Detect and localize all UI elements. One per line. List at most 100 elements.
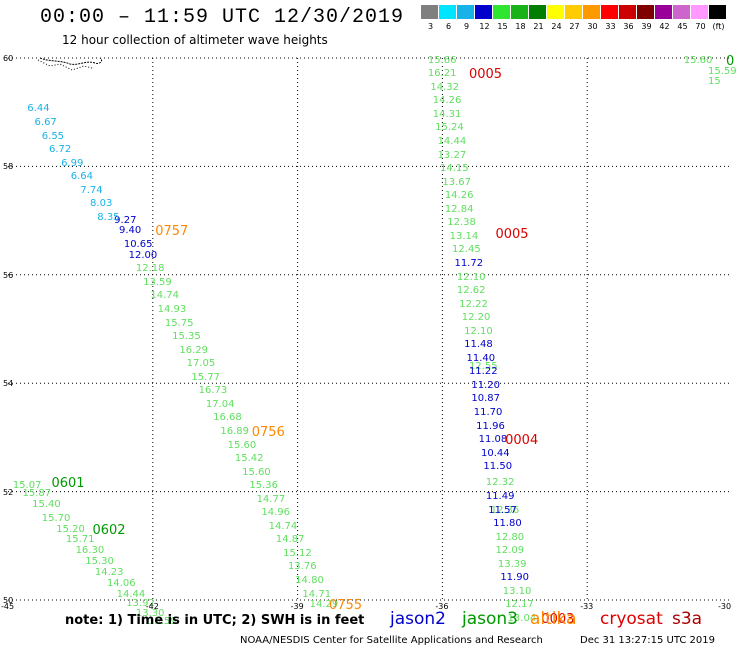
- wave-height-value: 15: [708, 76, 721, 88]
- pass-time-label: 0003: [541, 611, 575, 627]
- wave-height-value: 14.77: [256, 493, 286, 505]
- scale-label: 27: [569, 22, 580, 31]
- wave-height-value: 17.04: [205, 398, 235, 410]
- footer-note: note: 1) Time is in UTC; 2) SWH is in fe…: [65, 613, 365, 628]
- wave-height-value: 11.50: [483, 461, 513, 473]
- wave-height-value: 10.44: [481, 447, 510, 459]
- lon-label: -30: [718, 602, 732, 611]
- page-title: 00:00 – 11:59 UTC 12/30/2019: [40, 6, 405, 29]
- wave-height-value: 15.66: [427, 54, 457, 66]
- wave-height-value: 16.73: [198, 385, 228, 397]
- wave-height-value: 14.44: [116, 588, 146, 600]
- scale-swatch: [547, 5, 564, 19]
- wave-height-value: 11.20: [471, 379, 500, 391]
- wave-height-value: 13.59: [147, 615, 177, 627]
- wave-height-value: 13.30: [135, 607, 165, 619]
- lon-label: -36: [435, 602, 449, 611]
- lon-label: -42: [145, 602, 159, 611]
- lat-label: 58: [3, 162, 14, 172]
- wave-height-value: 6.99: [61, 157, 84, 169]
- wave-height-value: 15.75: [164, 317, 194, 329]
- lat-label: 60: [3, 54, 14, 63]
- wave-height-value: 15.24: [435, 122, 464, 134]
- wave-height-value: 13.67: [442, 176, 472, 188]
- generated-timestamp: Dec 31 13:27:15 UTC 2019: [580, 635, 715, 646]
- scale-swatch: [457, 5, 474, 19]
- wave-height-value: 14.44: [437, 136, 467, 147]
- wave-height-value: 14.31: [432, 108, 462, 120]
- wave-height-value: 12.22: [459, 298, 488, 310]
- scale-label: 3: [427, 22, 434, 31]
- wave-height-value: 11.96: [476, 420, 505, 432]
- wave-height-value: 13.27: [437, 149, 467, 161]
- wave-height-value: 12.00: [128, 249, 158, 261]
- wave-height-value: 6.67: [34, 117, 57, 129]
- wave-height-value: 12.10: [464, 325, 493, 337]
- wave-height-value: 14.74: [150, 290, 180, 302]
- wave-height-value: 15.30: [85, 556, 114, 568]
- scale-swatch: [655, 5, 672, 19]
- wave-height-value: 17.05: [186, 358, 216, 370]
- legend-s3a: s3a: [672, 609, 703, 629]
- scale-swatch: [439, 5, 456, 19]
- scale-label: 45: [677, 22, 688, 31]
- scale-swatch: [475, 5, 492, 19]
- wave-height-value: 15.60: [227, 439, 257, 451]
- wave-height-value: 14.87: [275, 534, 305, 546]
- legend-jason3: jason3: [462, 609, 518, 629]
- wave-height-value: 11.48: [464, 339, 493, 351]
- wave-height-value: 16.89: [220, 425, 249, 437]
- wave-height-value: 12.62: [456, 285, 486, 297]
- wave-height-value: 11.70: [473, 407, 503, 418]
- wave-height-value: 13.59: [143, 276, 172, 288]
- wave-height-value: 12.20: [461, 312, 491, 324]
- wave-height-value: 12.10: [456, 271, 486, 283]
- credit-line: NOAA/NESDIS Center for Satellite Applica…: [240, 635, 543, 646]
- scale-label: (ft): [712, 22, 725, 31]
- scale-swatch: [565, 5, 582, 19]
- wave-height-value: 16.21: [427, 68, 457, 80]
- scale-swatch: [709, 5, 726, 19]
- lat-label: 52: [3, 487, 14, 497]
- wave-height-value: 16.30: [75, 545, 105, 557]
- scale-label: 12: [479, 22, 490, 31]
- wave-height-value: 10.65: [123, 238, 153, 250]
- wave-height-value: 13.14: [449, 230, 479, 242]
- wave-height-value: 13.76: [287, 561, 317, 573]
- wave-height-value: 14.74: [268, 520, 298, 532]
- scale-label: 42: [659, 22, 670, 31]
- wave-height-value: 6.64: [70, 171, 93, 183]
- pass-time-label: 0755: [328, 598, 363, 614]
- wave-height-value: 13.04: [507, 612, 537, 624]
- wave-height-value: 14.29: [309, 599, 339, 611]
- wave-height-value: 13.92: [126, 598, 155, 610]
- wave-height-value: 15.36: [249, 480, 278, 492]
- wave-height-value: 14.32: [430, 81, 459, 93]
- scale-label: 36: [623, 22, 634, 31]
- lon-label: -33: [580, 602, 594, 611]
- wave-height-value: 16.29: [179, 344, 208, 356]
- coastline: [37, 57, 103, 71]
- wave-height-value: 14.96: [261, 507, 291, 519]
- wave-height-value: 14.23: [94, 566, 124, 578]
- wave-height-value: 11.22: [468, 366, 498, 378]
- wave-height-value: 13.39: [497, 558, 527, 570]
- scale-label: 21: [533, 22, 544, 31]
- legend-cryosat: cryosat: [600, 609, 663, 629]
- lon-label: -39: [290, 602, 304, 611]
- scale-swatch: [691, 5, 708, 19]
- wave-height-value: 12.18: [135, 263, 165, 275]
- wave-height-value: 15.87: [22, 488, 52, 500]
- pass-time-label: 0602: [92, 522, 126, 538]
- wave-height-value: 14.06: [106, 577, 136, 589]
- scale-swatch: [493, 5, 510, 19]
- wave-height-value: 8.35: [97, 211, 120, 223]
- pass-time-label: 0: [726, 53, 735, 69]
- lat-label: 56: [3, 270, 14, 280]
- wave-height-value: 15.12: [283, 547, 312, 559]
- wave-height-value: 7.74: [80, 184, 103, 196]
- scale-swatch: [673, 5, 690, 19]
- wave-height-value: 15.70: [41, 512, 71, 524]
- wave-height-value: 12.38: [447, 217, 476, 229]
